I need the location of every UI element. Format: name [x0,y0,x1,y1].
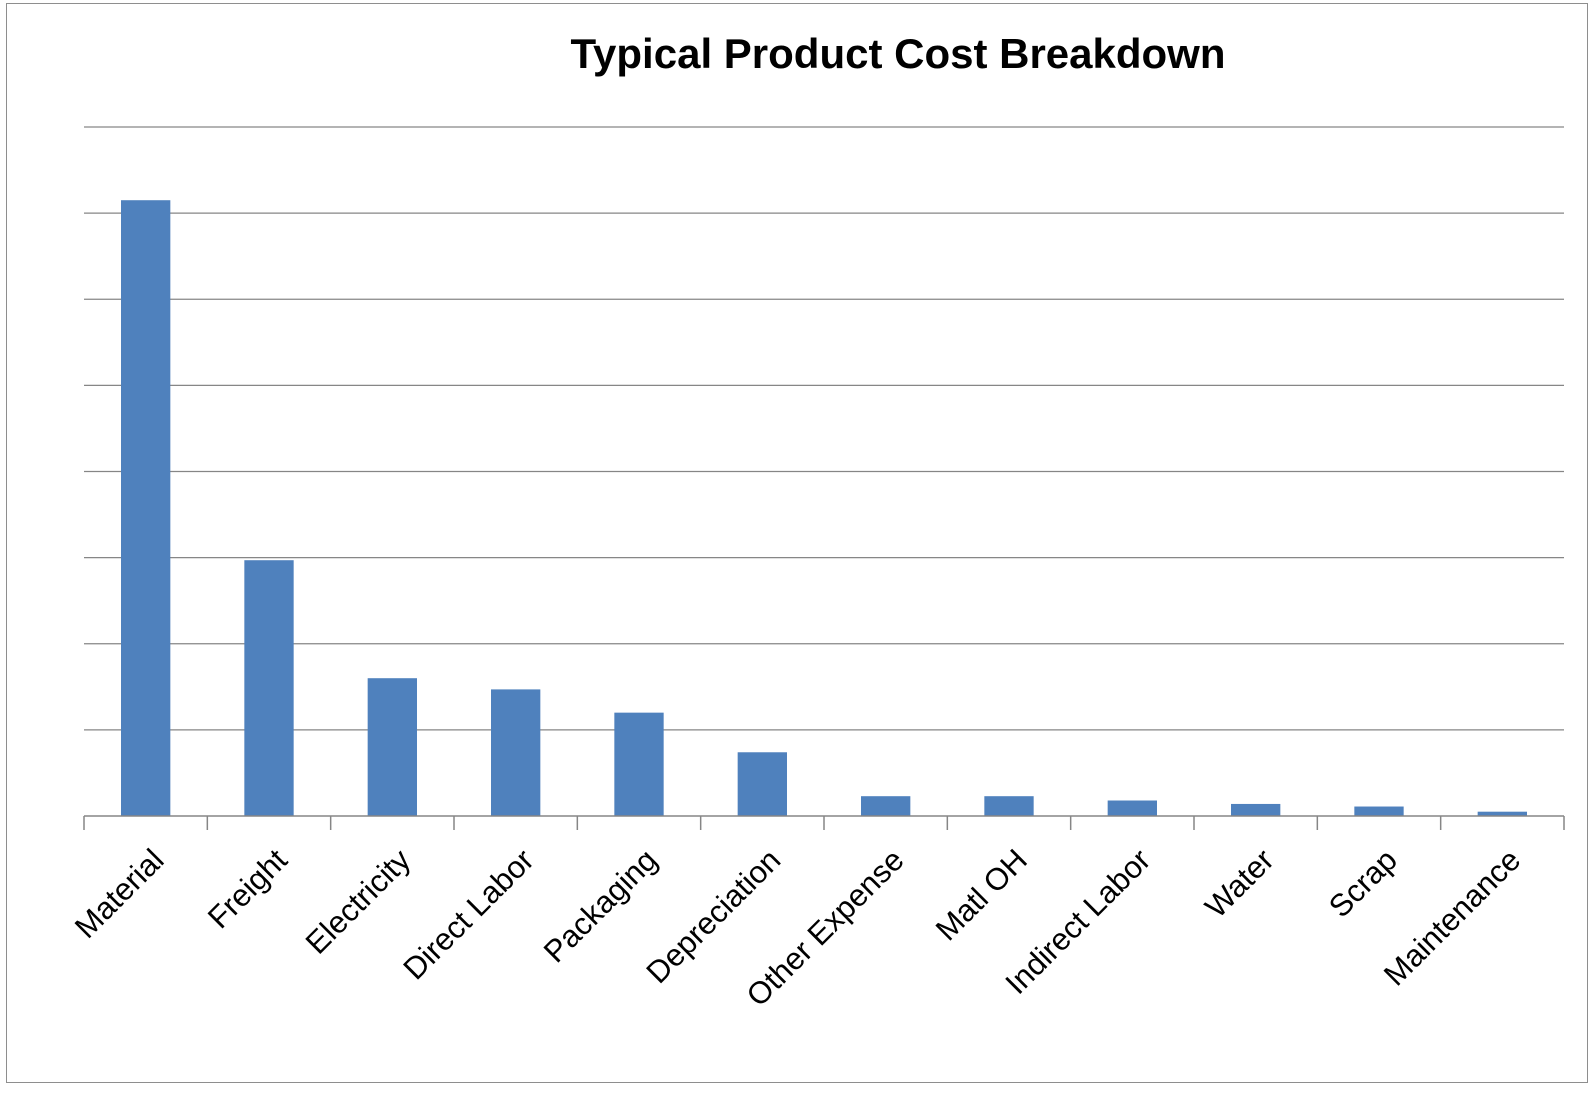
bar-other-expense [861,796,911,816]
x-tick-label: Electricity [299,842,418,961]
gridlines [84,126,1564,731]
x-tick-label: Direct Labor [396,842,540,986]
bar-electricity [367,678,417,816]
bar-packaging [614,712,664,816]
x-tick-label: Freight [201,842,294,935]
bar-maintenance [1477,811,1527,816]
bar-indirect-labor [1107,800,1157,816]
x-tick-label: Packaging [537,842,664,969]
x-tick-label: Material [68,842,171,945]
bar-matl-oh [984,796,1034,816]
bar-material [121,200,171,817]
bar-scrap [1354,806,1404,816]
x-tick-label: Water [1198,842,1280,924]
chart-title: Typical Product Cost Breakdown [571,30,1226,77]
x-axis [83,815,1565,830]
bar-freight [244,560,294,816]
bar-depreciation [737,752,787,816]
bars [121,200,1527,817]
chart-frame [6,3,1588,1083]
x-tick-label: Scrap [1322,842,1404,924]
x-tick-label: Matl OH [929,842,1034,947]
bar-water [1231,803,1281,816]
bar-direct-labor [491,689,541,816]
